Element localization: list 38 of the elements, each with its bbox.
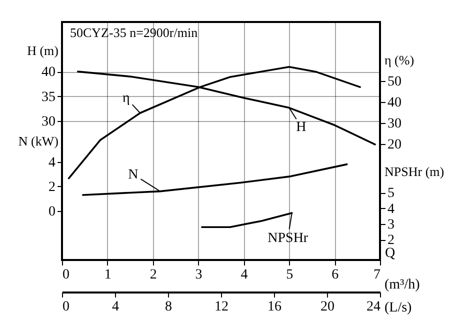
y-axis-title: H (m)	[27, 43, 58, 58]
y-tick-label: 5	[388, 186, 394, 202]
x2-tick-label: 12	[214, 300, 228, 314]
y-tick-label: 4	[388, 202, 394, 217]
x-tick-label: 0	[62, 268, 70, 282]
x-tick-label: 6	[332, 268, 339, 282]
x-tick-label: 2	[150, 268, 157, 282]
x2-tick-label: 4	[112, 300, 119, 314]
x-axis-title: (m³/h)	[384, 278, 420, 292]
x-tick-label: 7	[374, 268, 380, 282]
series-label: N	[128, 167, 138, 182]
y-axis-title: NPSHr (m)	[384, 164, 444, 180]
legend-label: NPSHr	[268, 231, 308, 246]
x2-tick-label: 8	[165, 300, 172, 314]
line-series	[82, 163, 348, 196]
y2-axis-title: η (%)	[384, 52, 414, 68]
x2-tick-label: 0	[62, 300, 70, 314]
series-label: η	[122, 90, 130, 106]
y3-tick-label: 0	[48, 204, 56, 220]
x2-tick-label: 16	[268, 300, 282, 314]
y-tick-label: 40	[42, 65, 56, 80]
text: Q	[385, 246, 396, 261]
y2-tick-label: 20	[388, 138, 402, 153]
y-tick-label: 30	[42, 114, 56, 130]
x2-axis-title: (L/s)	[384, 300, 412, 316]
legend-label: H	[296, 120, 306, 135]
x-tick-label: 3	[195, 268, 202, 282]
x-tick-label: 1	[104, 268, 112, 282]
y-tick-label: 35	[42, 90, 56, 105]
y-tick-label: 2	[388, 233, 394, 248]
y-tick-label: 3	[388, 217, 394, 232]
x2-tick-label: 24	[366, 300, 380, 314]
y2-tick-label: 50	[388, 74, 402, 90]
chart-title: 50CYZ-35 n=2900r/min	[70, 25, 198, 40]
x2-tick-label: 20	[320, 300, 334, 314]
x-tick-label: 5	[286, 268, 294, 282]
y3-axis-title: N (kW)	[18, 133, 58, 148]
x-tick-label: 4	[240, 268, 248, 282]
